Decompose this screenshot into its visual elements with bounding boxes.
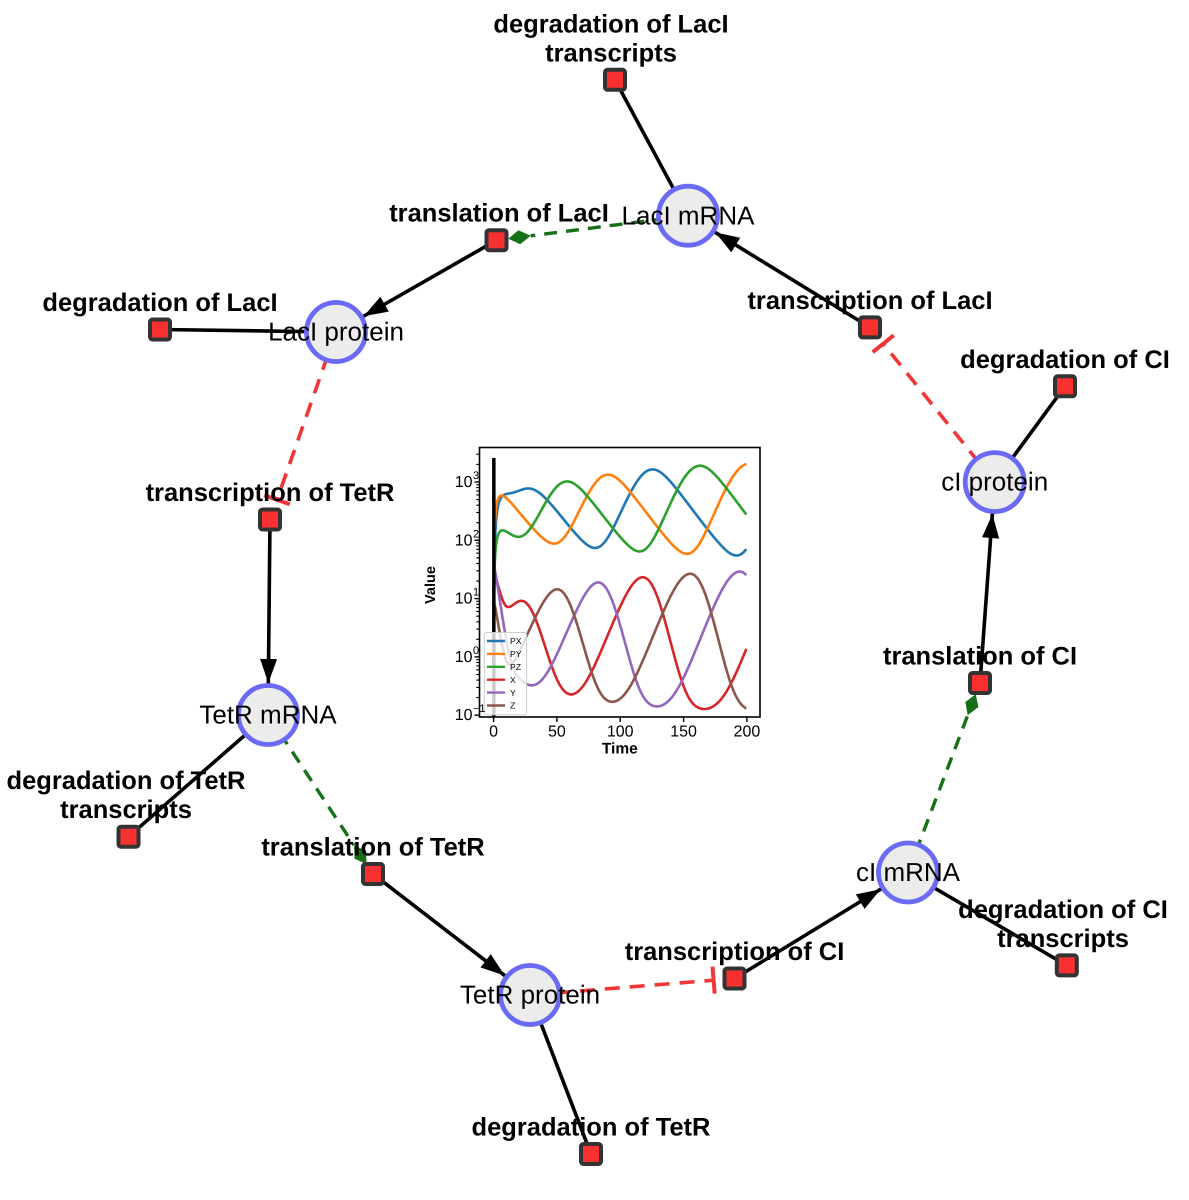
svg-text:10: 10 <box>455 532 473 549</box>
svg-text:LacI protein: LacI protein <box>268 317 404 347</box>
svg-text:Y: Y <box>510 688 516 698</box>
svg-text:2: 2 <box>473 528 479 540</box>
svg-text:transcription of CI: transcription of CI <box>625 938 845 966</box>
svg-text:10: 10 <box>455 649 473 666</box>
svg-text:translation of LacI: translation of LacI <box>389 200 609 228</box>
svg-text:transcription of TetR: transcription of TetR <box>146 479 395 507</box>
svg-text:degradation of LacI: degradation of LacI <box>42 289 277 317</box>
svg-text:PY: PY <box>510 649 522 659</box>
svg-text:Time: Time <box>602 741 638 758</box>
svg-text:100: 100 <box>607 724 634 741</box>
svg-text:PX: PX <box>510 636 522 646</box>
svg-text:TetR mRNA: TetR mRNA <box>199 700 337 730</box>
svg-text:degradation of TetR: degradation of TetR <box>7 767 246 795</box>
svg-text:transcription of LacI: transcription of LacI <box>747 287 992 315</box>
svg-text:degradation of CI: degradation of CI <box>960 346 1170 374</box>
svg-text:0: 0 <box>489 724 498 741</box>
svg-text:PZ: PZ <box>510 662 522 672</box>
svg-text:200: 200 <box>734 724 761 741</box>
svg-text:50: 50 <box>548 724 566 741</box>
svg-text:−1: −1 <box>473 703 486 715</box>
svg-text:X: X <box>510 675 516 685</box>
svg-text:10: 10 <box>455 707 473 724</box>
svg-text:translation of TetR: translation of TetR <box>261 834 484 862</box>
svg-text:3: 3 <box>473 470 479 482</box>
svg-text:transcripts: transcripts <box>997 925 1129 953</box>
svg-text:transcripts: transcripts <box>545 39 677 67</box>
svg-text:degradation of CI: degradation of CI <box>958 896 1168 924</box>
svg-text:cI protein: cI protein <box>941 467 1048 497</box>
svg-text:degradation of LacI: degradation of LacI <box>493 10 728 38</box>
svg-text:150: 150 <box>670 724 697 741</box>
svg-text:0: 0 <box>473 645 479 657</box>
svg-text:cI mRNA: cI mRNA <box>856 857 961 887</box>
svg-text:degradation of TetR: degradation of TetR <box>472 1114 711 1142</box>
svg-text:Z: Z <box>510 701 516 711</box>
svg-text:1: 1 <box>473 587 479 599</box>
svg-text:10: 10 <box>455 591 473 608</box>
svg-text:LacI mRNA: LacI mRNA <box>622 200 756 230</box>
svg-text:translation of CI: translation of CI <box>883 643 1077 671</box>
svg-text:10: 10 <box>455 474 473 491</box>
svg-text:Value: Value <box>423 566 439 604</box>
svg-text:TetR protein: TetR protein <box>460 980 600 1010</box>
svg-text:transcripts: transcripts <box>60 796 192 824</box>
